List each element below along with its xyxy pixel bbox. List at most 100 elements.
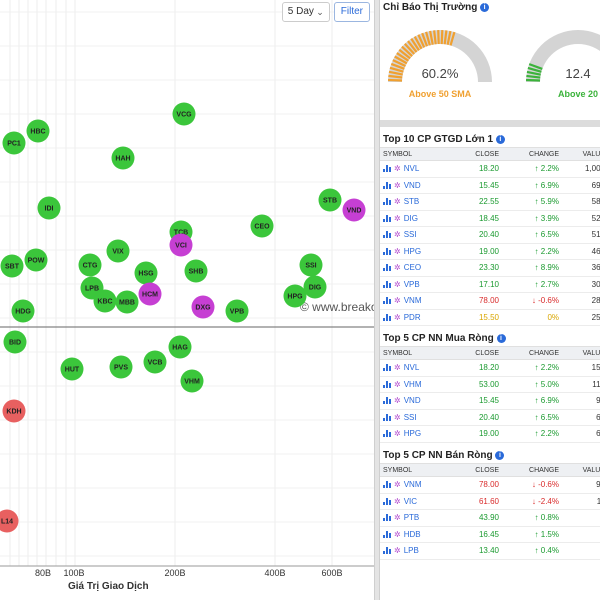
bar-chart-icon[interactable] — [383, 297, 391, 305]
bubble-bid[interactable]: BID — [3, 330, 27, 354]
info-icon[interactable]: i — [495, 451, 505, 460]
bar-chart-icon[interactable] — [383, 530, 391, 538]
symbol-cell[interactable]: ✲ DIG — [380, 210, 462, 227]
symbol-cell[interactable]: ✲ VIC — [380, 493, 462, 510]
symbol-cell[interactable]: ✲ VHM — [380, 376, 462, 393]
gear-icon[interactable]: ✲ — [394, 546, 401, 556]
bar-chart-icon[interactable] — [383, 264, 391, 272]
gear-icon[interactable]: ✲ — [394, 396, 401, 406]
column-header-symbol[interactable]: SYMBOL — [380, 346, 462, 360]
bubble-shb[interactable]: SHB — [184, 259, 208, 283]
column-header-symbol[interactable]: SYMBOL — [380, 463, 462, 477]
bubble-ssi[interactable]: SSI — [299, 253, 323, 277]
bubble-ctg[interactable]: CTG — [78, 253, 102, 277]
bubble-vcg[interactable]: VCG — [172, 102, 196, 126]
symbol-cell[interactable]: ✲ STB — [380, 193, 462, 211]
symbol-cell[interactable]: ✲ HPG — [380, 243, 462, 260]
bar-chart-icon[interactable] — [383, 364, 391, 372]
gear-icon[interactable]: ✲ — [394, 480, 401, 490]
bubble-idi[interactable]: IDI — [37, 196, 61, 220]
gear-icon[interactable]: ✲ — [394, 230, 401, 240]
bubble-vhm[interactable]: VHM — [180, 369, 204, 393]
bubble-vpb[interactable]: VPB — [225, 299, 249, 323]
bar-chart-icon[interactable] — [383, 198, 391, 206]
bubble-kbc[interactable]: KBC — [93, 289, 117, 313]
bar-chart-icon[interactable] — [383, 514, 391, 522]
bar-chart-icon[interactable] — [383, 280, 391, 288]
symbol-cell[interactable]: ✲ SSI — [380, 409, 462, 426]
gear-icon[interactable]: ✲ — [394, 164, 401, 174]
bubble-vci[interactable]: VCI — [169, 233, 193, 257]
bubble-pc1[interactable]: PC1 — [2, 131, 26, 155]
symbol-cell[interactable]: ✲ PDR — [380, 309, 462, 326]
bar-chart-icon[interactable] — [383, 547, 391, 555]
scrollbar[interactable] — [380, 120, 600, 127]
symbol-cell[interactable]: ✲ VNM — [380, 476, 462, 494]
column-header-close[interactable]: CLOSE — [462, 346, 502, 360]
bubble-pvs[interactable]: PVS — [109, 355, 133, 379]
column-header-change[interactable]: CHANGE — [502, 463, 562, 477]
bubble-ceo[interactable]: CEO — [250, 214, 274, 238]
gear-icon[interactable]: ✲ — [394, 296, 401, 306]
column-header-value[interactable]: VALUE — [562, 463, 600, 477]
period-select[interactable]: 5 Day ⌄ — [281, 2, 330, 22]
panel-divider[interactable] — [374, 0, 380, 600]
bubble-hbc[interactable]: HBC — [26, 119, 50, 143]
gear-icon[interactable]: ✲ — [394, 513, 401, 523]
bar-chart-icon[interactable] — [383, 481, 391, 489]
gear-icon[interactable]: ✲ — [394, 197, 401, 207]
bar-chart-icon[interactable] — [383, 413, 391, 421]
bubble-stb[interactable]: STB — [318, 188, 342, 212]
symbol-cell[interactable]: ✲ NVL — [380, 160, 462, 178]
gear-icon[interactable]: ✲ — [394, 496, 401, 506]
bubble-hah[interactable]: HAH — [111, 146, 135, 170]
symbol-cell[interactable]: ✲ HDB — [380, 526, 462, 543]
gear-icon[interactable]: ✲ — [394, 412, 401, 422]
column-header-value[interactable]: VALUE — [562, 346, 600, 360]
bubble-dxg[interactable]: DXG — [191, 295, 215, 319]
bar-chart-icon[interactable] — [383, 313, 391, 321]
column-header-close[interactable]: CLOSE — [462, 463, 502, 477]
bar-chart-icon[interactable] — [383, 397, 391, 405]
bar-chart-icon[interactable] — [383, 247, 391, 255]
symbol-cell[interactable]: ✲ HPG — [380, 425, 462, 443]
bubble-dig[interactable]: DIG — [303, 275, 327, 299]
symbol-cell[interactable]: ✲ VPB — [380, 276, 462, 293]
info-icon[interactable]: i — [495, 135, 505, 144]
symbol-cell[interactable]: ✲ SSI — [380, 226, 462, 244]
bar-chart-icon[interactable] — [383, 380, 391, 388]
bubble-mbb[interactable]: MBB — [115, 290, 139, 314]
gear-icon[interactable]: ✲ — [394, 180, 401, 190]
column-header-close[interactable]: CLOSE — [462, 147, 502, 161]
symbol-cell[interactable]: ✲ VND — [380, 177, 462, 194]
bubble-l14[interactable]: L14 — [0, 509, 19, 533]
bubble-hdg[interactable]: HDG — [11, 299, 35, 323]
symbol-cell[interactable]: ✲ LPB — [380, 542, 462, 560]
bubble-sbt[interactable]: SBT — [0, 254, 24, 278]
column-header-change[interactable]: CHANGE — [502, 147, 562, 161]
column-header-symbol[interactable]: SYMBOL — [380, 147, 462, 161]
gear-icon[interactable]: ✲ — [394, 279, 401, 289]
gear-icon[interactable]: ✲ — [394, 429, 401, 439]
bubble-hag[interactable]: HAG — [168, 335, 192, 359]
info-icon[interactable]: i — [496, 334, 506, 343]
filter-button[interactable]: Filter — [333, 2, 370, 22]
gear-icon[interactable]: ✲ — [394, 379, 401, 389]
